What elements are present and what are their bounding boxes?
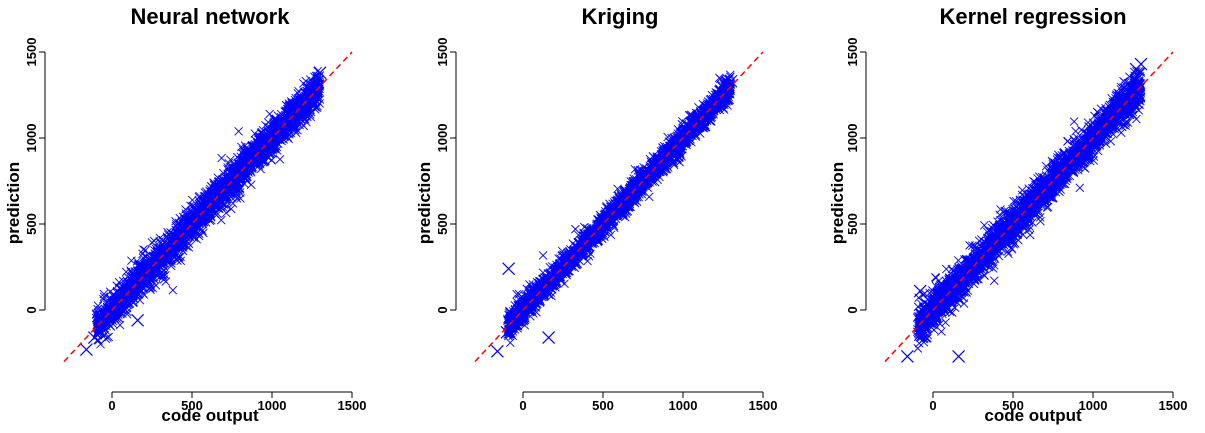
data-point	[284, 134, 293, 144]
data-point	[298, 79, 308, 88]
data-point	[226, 204, 236, 214]
data-point	[147, 238, 157, 247]
x-tick-label: 0	[519, 398, 526, 413]
x-tick-label: 1000	[669, 398, 698, 413]
y-axis: 0 500 1000 1500	[435, 38, 457, 314]
chart-title: Kriging	[582, 4, 659, 29]
x-tick-label: 500	[592, 398, 614, 413]
data-point	[168, 285, 178, 295]
reference-line	[63, 51, 353, 363]
x-tick-label: 1500	[749, 398, 778, 413]
y-axis: 0 500 1000 1500	[24, 38, 46, 314]
x-tick-label: 500	[181, 398, 203, 413]
data-point	[151, 281, 161, 290]
x-tick-label: 1000	[258, 398, 287, 413]
x-axis: 0 500 1000 1500	[519, 391, 778, 413]
data-point	[275, 155, 285, 164]
y-tick-label: 1500	[24, 38, 39, 67]
y-tick-label: 0	[24, 306, 39, 313]
data-point	[505, 338, 515, 348]
chart-title: Neural network	[131, 4, 291, 29]
data-point	[99, 292, 109, 301]
data-point	[115, 320, 125, 330]
points-group	[490, 70, 738, 358]
x-axis: 0 500 1000 1500	[108, 391, 367, 413]
x-tick-label: 1500	[338, 398, 367, 413]
data-point	[176, 256, 186, 266]
y-axis-label: prediction	[415, 162, 434, 244]
outlier-point	[87, 331, 101, 344]
y-axis-label: prediction	[4, 162, 23, 244]
data-point	[226, 155, 235, 165]
y-tick-label: 500	[24, 213, 39, 235]
y-tick-label: 1000	[24, 124, 39, 153]
outlier-point	[131, 313, 145, 327]
y-tick-label: 1500	[435, 38, 450, 67]
panel-kriging: Kriging prediction 0 500 1000 1500 0 500 1000…	[415, 4, 777, 413]
data-point	[538, 251, 548, 260]
data-point	[234, 127, 243, 136]
outlier-point	[79, 343, 93, 356]
data-point	[141, 246, 150, 255]
y-tick-label: 500	[435, 213, 450, 235]
data-point	[217, 153, 226, 163]
x-tick-label: 0	[108, 398, 115, 413]
y-tick-label: 0	[435, 306, 450, 313]
data-point	[105, 287, 115, 296]
panel-neural-network: Neural network code output prediction 0 5…	[4, 4, 366, 425]
data-point	[644, 192, 654, 202]
x-axis-label: code output	[161, 406, 259, 425]
y-tick-label: 1000	[435, 124, 450, 153]
